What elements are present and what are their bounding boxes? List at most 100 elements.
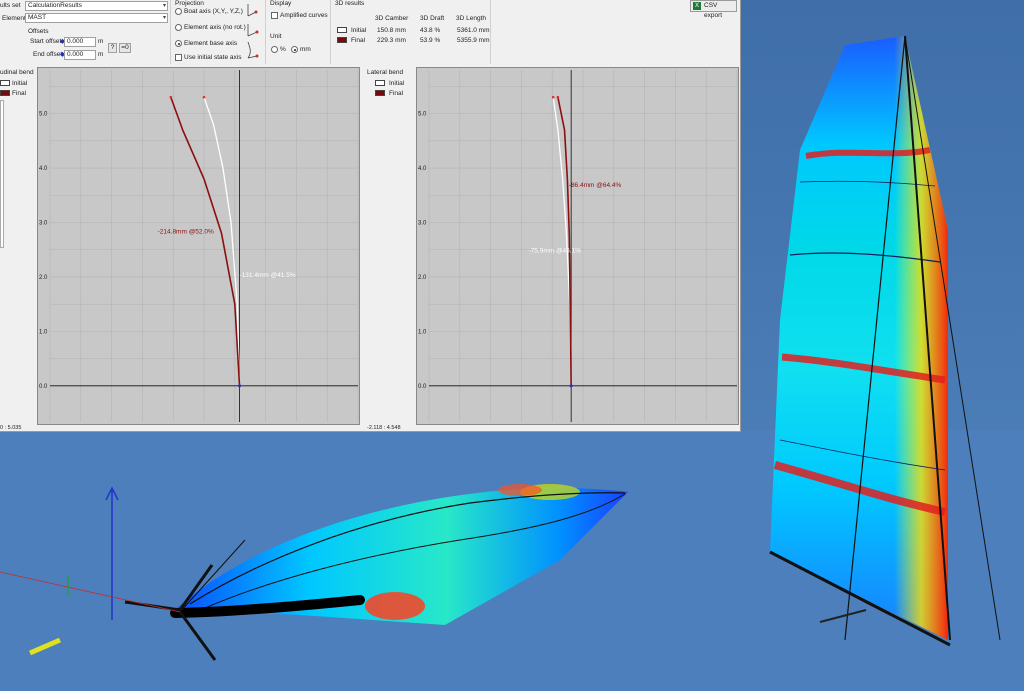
help-button[interactable]: ? [108,43,117,53]
series-final [557,97,572,386]
results-panel: ults set CalculationResults ▾ Element MA… [0,0,741,432]
right-legend-title: Lateral bend [367,69,404,76]
sail-front-view [769,35,1001,647]
series-tip-point [551,95,555,99]
element-combo[interactable]: MAST ▾ [25,13,168,23]
amplified-label: Amplified curves [280,12,328,19]
right-legend-final-swatch [375,90,385,96]
annotation-label: -75.9mm @46.1% [529,247,582,254]
excel-icon: X [693,2,701,10]
projection-option-element: Element axis (no rot.) [184,24,246,31]
lateral-bend-chart[interactable]: 0.0 1.0 2.0 3.0 4.0 5.0 -86.4mm @64.4% -75.9mm … [416,67,739,425]
initial-length: 5361.0 mm [457,27,490,34]
results-set-label: ults set [0,2,21,9]
projection-option-boat: Boat axis (X,Y,, Y,Z,) [184,8,243,15]
camber-header: 3D Camber [375,15,409,22]
y-tick-label: 1.0 [418,329,427,335]
element-value: MAST [28,14,47,21]
left-legend-title: udinal bend [0,69,34,76]
initial-state-checkbox[interactable] [175,54,182,61]
series-tip-point [202,95,206,99]
right-legend-final: Final [389,90,404,97]
y-tick-label: 3.0 [39,220,48,226]
end-offset-label: End offset [33,51,63,58]
y-tick-label: 5.0 [418,112,427,118]
initial-draft: 43.8 % [420,27,441,34]
csv-export-label: CSV export [704,2,723,19]
projection-radio-boat[interactable] [175,8,182,15]
sail-side-view [0,484,628,661]
offsets-title: Offsets [28,28,49,35]
start-offset-input[interactable]: 0.000 [64,37,96,47]
projection-title: Projection [175,0,204,7]
initial-row-name: Initial [351,27,367,34]
amplified-checkbox[interactable] [271,12,278,19]
initial-camber: 150.8 mm [377,27,406,34]
end-offset-unit: m [98,51,104,58]
origin-point [238,384,242,388]
y-tick-label: 2.0 [418,275,427,281]
right-coords-readout: -2.118 : 4.548 [367,425,401,431]
y-tick-label: 4.0 [39,166,48,172]
annotation-label: -86.4mm @64.4% [569,182,622,189]
left-legend-initial-swatch [0,80,10,86]
unit-title: Unit [270,33,282,40]
initial-state-label: Use initial state axis [184,54,242,61]
y-tick-label: 2.0 [39,275,48,281]
divider [265,0,266,64]
pick-icon[interactable]: ◆ [60,38,65,45]
display-title: Display [270,0,292,7]
left-legend-final-swatch [0,90,10,96]
final-camber: 229.3 mm [377,37,406,44]
series-initial [203,97,241,386]
chevron-down-icon: ▾ [162,3,166,9]
chart-canvas: 0.0 1.0 2.0 3.0 4.0 5.0 -86.4mm @64.4% -75.9mm … [418,70,738,422]
y-tick-label: 4.0 [418,166,427,172]
start-offset-label: Start offset [30,38,62,45]
chart-canvas: 0.0 1.0 2.0 3.0 4.0 5.0 -214.8mm @52.0% -131.4m… [39,70,359,422]
draft-header: 3D Draft [420,15,445,22]
initial-swatch [337,27,347,33]
final-row-name: Final [351,37,366,44]
series-final [170,96,241,386]
origin-point [569,384,573,388]
reset-offset-button[interactable]: =0 [119,43,131,53]
y-tick-label: 0.0 [418,384,427,390]
longitudinal-bend-chart[interactable]: 0.0 1.0 2.0 3.0 4.0 5.0 -214.8mm @52.0% -131.4m… [37,67,360,425]
y-tick-label: 0.0 [39,384,48,390]
left-legend-final: Final [12,90,27,97]
left-legend-initial: Initial [12,80,28,87]
settings-toolbar: ults set CalculationResults ▾ Element MA… [0,0,740,64]
results3d-title: 3D results [335,0,365,7]
divider [170,0,171,64]
series-tip-point [169,95,173,99]
projection-radio-base[interactable] [175,40,182,47]
y-tick-label: 5.0 [39,112,48,118]
final-swatch [337,37,347,43]
y-tick-label: 3.0 [418,220,427,226]
left-coords-readout: 0 : 5.035 [0,425,22,431]
unit-radio-mm[interactable] [291,46,298,53]
unit-option-mm: mm [300,46,311,53]
element-label: Element [2,15,26,22]
results-set-value: CalculationResults [28,2,82,9]
end-offset-input[interactable]: 0.000 [64,50,96,60]
axis-diagram-icon [247,4,259,59]
final-draft: 53.9 % [420,37,441,44]
pick-icon[interactable]: ◆ [60,51,65,58]
left-scroll-strip[interactable] [0,100,4,248]
divider [330,0,331,64]
annotation-label: -131.4mm @41.5% [240,272,296,279]
results-set-combo[interactable]: CalculationResults ▾ [25,1,168,11]
right-legend-initial-swatch [375,80,385,86]
series-tip-point [556,95,560,99]
start-offset-unit: m [98,38,104,45]
length-header: 3D Length [456,15,486,22]
projection-radio-element[interactable] [175,24,182,31]
csv-export-button[interactable]: X CSV export [690,0,737,19]
projection-option-base: Element base axis [184,40,238,47]
chevron-down-icon: ▾ [162,15,166,21]
annotation-label: -214.8mm @52.0% [158,228,214,235]
unit-radio-percent[interactable] [271,46,278,53]
